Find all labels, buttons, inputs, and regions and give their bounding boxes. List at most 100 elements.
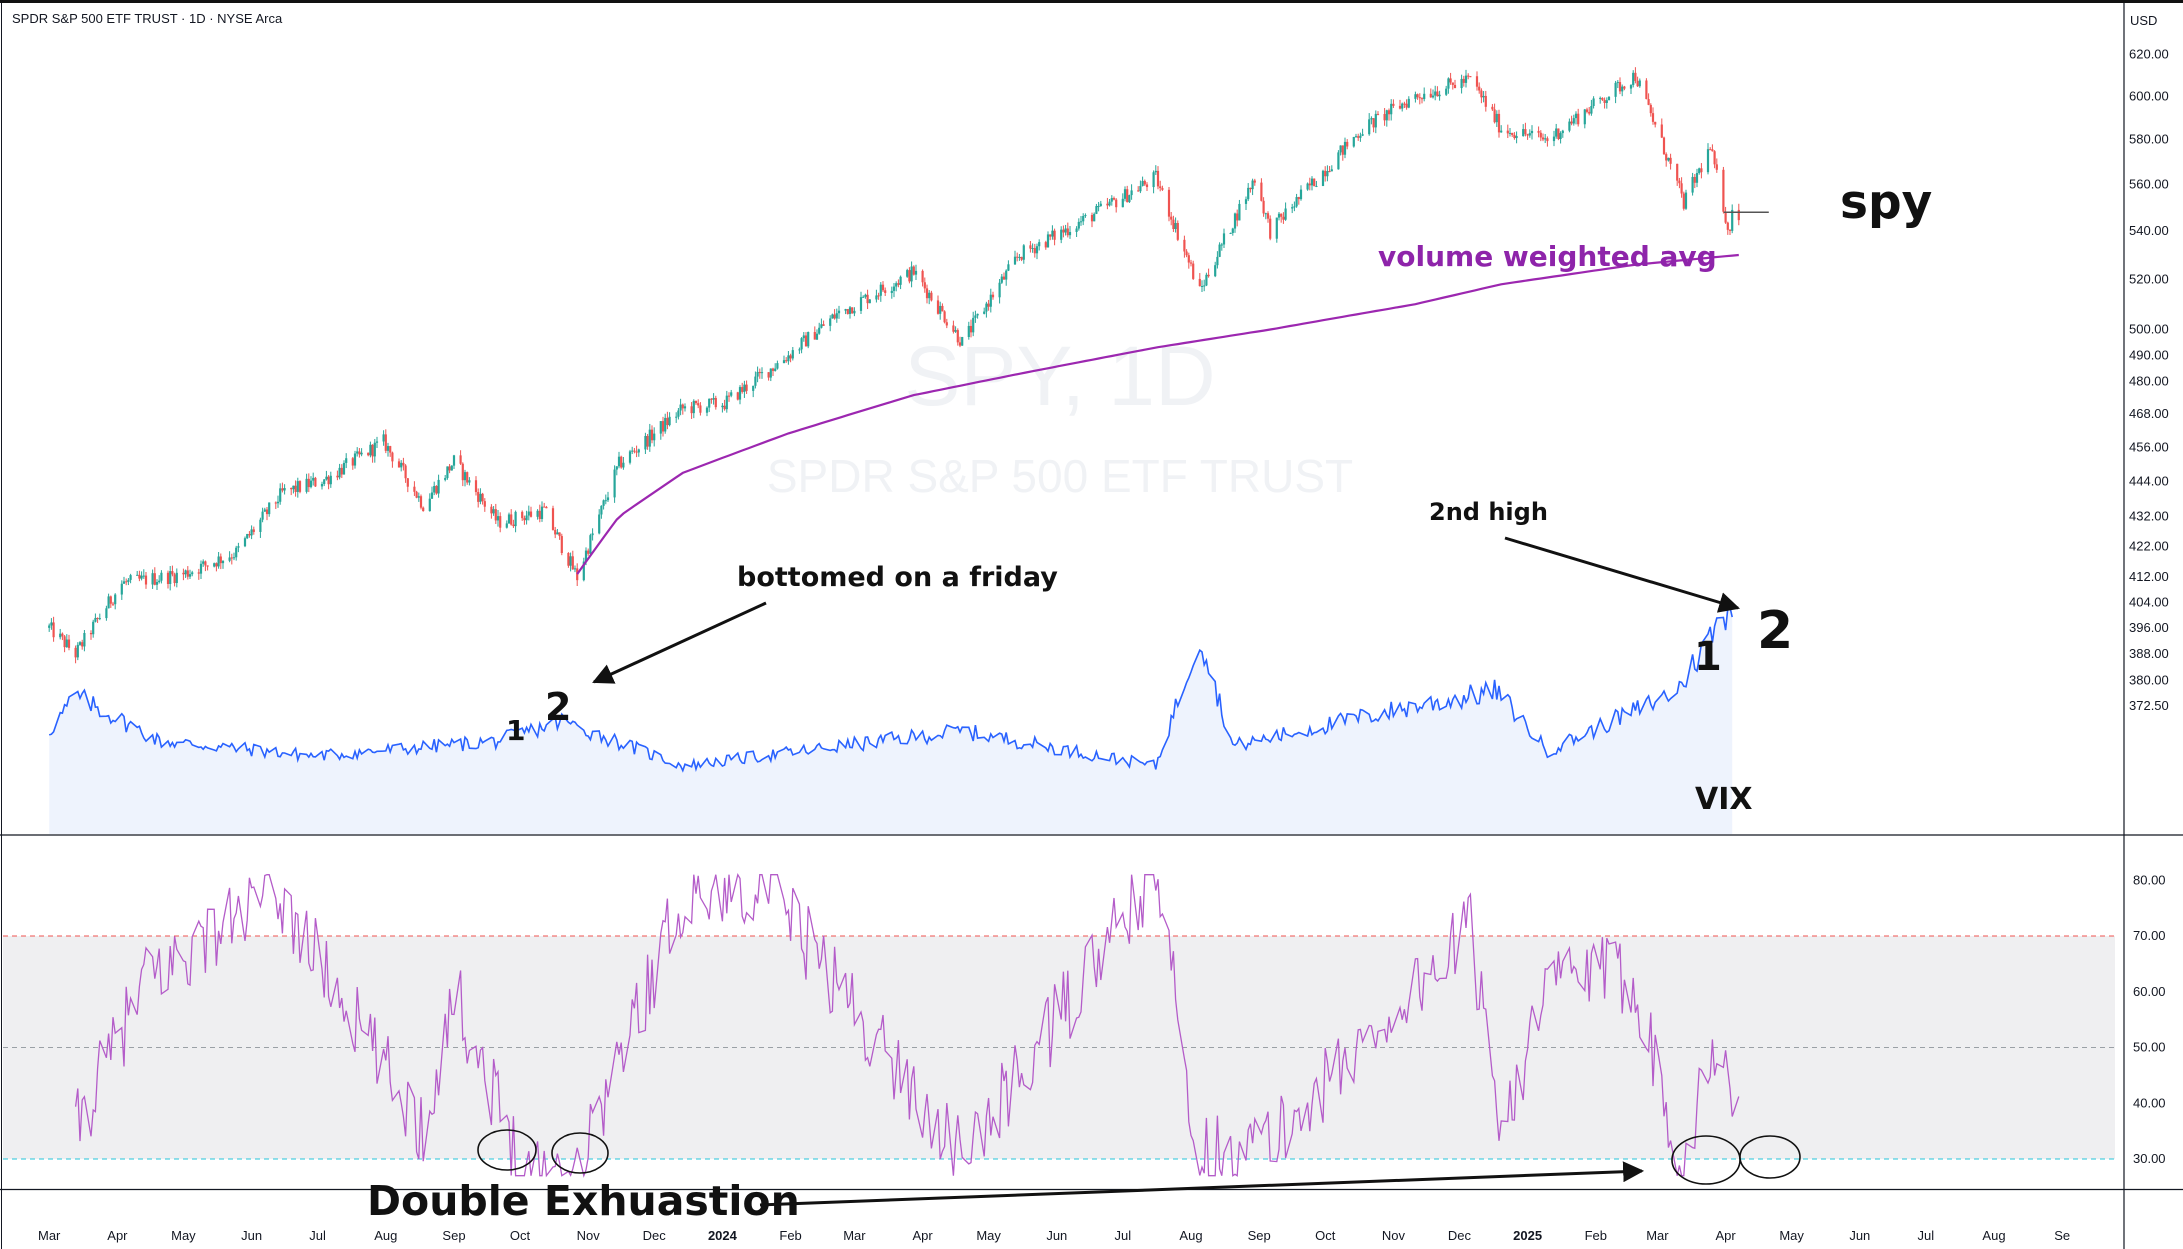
candle-body [206,565,209,567]
y-axis: USD 620.00 600.00 580.00 560.00 540.00 520.00… [2129,13,2169,1166]
candle-body [98,618,101,620]
candle-body [1277,213,1281,218]
vwap-line [576,253,1739,575]
candle-body [602,500,605,506]
candle-body [1282,216,1285,220]
candle-body [787,355,790,362]
candle-body [1438,94,1441,97]
candle-body [1156,170,1160,187]
candle-body [336,475,339,478]
candle-body [1445,88,1448,95]
candle-body [582,561,585,581]
candle-body [1013,256,1017,265]
candle-body [600,505,603,515]
candle-body [864,294,867,297]
candle-body [48,625,51,628]
candle-body [908,270,911,282]
candle-body [1722,169,1725,212]
candle-body [1066,228,1069,236]
candle-body [459,455,462,464]
candle-body [415,491,418,498]
candle-body [1018,256,1021,258]
candle-body [1706,149,1710,173]
candle-body [884,290,887,293]
candle-body [1053,230,1056,240]
candle-body [1192,263,1195,279]
candle-body [956,330,959,343]
candle-body [294,485,297,492]
candle-body [1110,198,1113,202]
candle-body [1711,149,1714,152]
candle-body [881,284,885,291]
candle-body [1383,113,1386,121]
vix-line [48,606,1733,773]
candle-body [921,270,924,283]
candle-body [323,479,326,484]
candle-body [1251,180,1254,190]
candle-body [820,324,823,328]
price-tick-label: 456.00 [2129,439,2169,454]
candle-body [1106,203,1109,206]
price-tick-label: 468.00 [2129,406,2169,421]
candle-body [1176,223,1179,240]
time-tick-label: Apr [912,1228,933,1243]
candle-body [936,300,940,314]
candle-body [1449,78,1452,83]
candle-body [1462,78,1465,83]
left-1-label: 1 [506,714,525,747]
panel-borders [0,3,2183,1249]
candle-body [325,476,328,480]
candle-body [1546,138,1549,142]
candle-body [782,360,786,364]
candle-body [791,350,794,359]
chart-header: SPDR S&P 500 ETF TRUST · 1D · NYSE Arca [12,11,283,26]
candle-body [1051,230,1054,237]
candle-body [637,449,640,453]
candle-body [681,404,684,409]
candle-body [1293,206,1296,208]
candle-body [125,581,128,583]
candle-body [862,296,865,298]
candle-body [1506,130,1509,134]
candle-body [1126,189,1129,203]
candle-body [1482,95,1485,98]
candle-body [1508,132,1512,134]
time-tick-label: Mar [38,1228,61,1243]
candle-body [1216,256,1219,266]
time-tick-label: Mar [1646,1228,1669,1243]
candle-body [230,557,233,559]
candle-body [1726,222,1729,230]
rsi-tick-label: 30.00 [2133,1151,2166,1166]
candle-body [1475,76,1479,87]
candle-body [1159,186,1162,189]
candle-body [1583,109,1586,125]
candle-body [197,572,200,574]
candle-body [494,509,497,521]
candle-body [400,462,403,468]
time-tick-label: Nov [1382,1228,1406,1243]
candle-body [554,529,557,535]
candle-body [1233,213,1237,229]
candle-body [967,325,970,338]
candle-body [983,311,986,314]
candle-body [81,642,84,647]
candle-body [1189,262,1193,264]
vix-label: VIX [1695,782,1753,817]
candle-body [752,385,755,391]
bottom-arrow [592,601,767,684]
time-tick-label: Dec [643,1228,667,1243]
rsi-tick-label: 80.00 [2133,872,2166,887]
candle-body [635,451,638,453]
candle-body [1275,217,1278,239]
candle-body [1524,129,1527,135]
candle-body [382,434,385,442]
watermark-line-1: SPY, 1D [904,329,1215,423]
candle-body [576,568,579,581]
candle-body [1390,103,1393,115]
candle-body [798,349,801,351]
candle-body [1167,189,1171,217]
candle-body [774,368,777,371]
candle-body [835,313,838,319]
candle-body [818,327,821,334]
